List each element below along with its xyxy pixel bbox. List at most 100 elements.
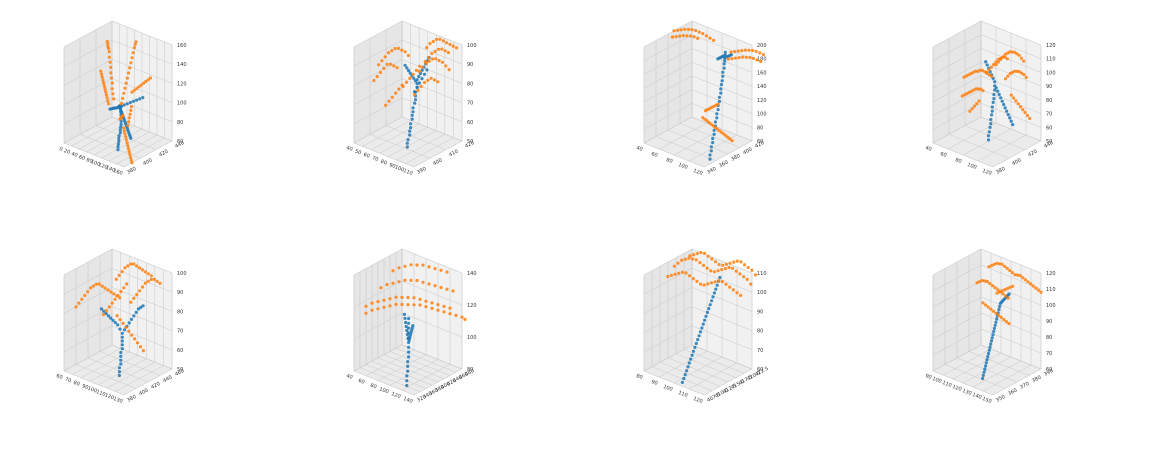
data-point: [409, 263, 413, 267]
data-point: [409, 126, 413, 130]
data-point: [430, 57, 435, 61]
z-tick-label: 110: [1046, 287, 1056, 293]
data-point: [1021, 276, 1025, 280]
data-point: [1036, 288, 1040, 292]
data-point: [739, 260, 743, 264]
data-point: [1017, 70, 1021, 74]
data-point: [761, 52, 765, 57]
data-point: [122, 129, 126, 133]
data-point: [103, 286, 107, 290]
data-point: [448, 42, 452, 47]
data-point: [405, 379, 409, 383]
data-point: [709, 145, 713, 149]
data-point: [418, 64, 422, 68]
data-point: [974, 87, 978, 91]
data-point: [411, 72, 415, 76]
data-point: [721, 70, 725, 74]
data-point: [992, 92, 996, 97]
data-point: [417, 74, 421, 79]
data-point: [120, 331, 124, 335]
x-tick-label: 60: [939, 151, 947, 159]
data-point: [422, 72, 427, 76]
data-point: [680, 380, 684, 384]
z-tick-label: 120: [757, 98, 767, 104]
data-point: [999, 96, 1003, 100]
data-point: [364, 304, 368, 308]
data-point: [109, 65, 113, 69]
data-point: [991, 333, 995, 337]
y-tick-label: 420: [754, 140, 765, 150]
data-point: [135, 98, 139, 102]
data-point: [995, 261, 999, 265]
data-point: [100, 284, 104, 288]
data-point: [144, 79, 148, 84]
data-point: [1034, 286, 1038, 290]
data-point: [139, 83, 143, 87]
z-tick-label: 50: [467, 139, 473, 145]
data-point: [132, 314, 136, 318]
scatter3d-panel-7: 80 90 100 110 120 407.5 410.0 412.5 415.0 417.5 42…: [580, 228, 870, 455]
data-point: [984, 303, 988, 307]
data-point: [716, 102, 720, 106]
data-point: [713, 280, 717, 284]
data-point: [1023, 110, 1027, 115]
x-tick-label: 120: [97, 162, 108, 171]
data-point: [138, 266, 142, 270]
data-point: [990, 336, 994, 340]
data-point: [155, 279, 159, 283]
data-point: [421, 65, 425, 69]
y-tick-label: 390: [416, 166, 427, 176]
data-point: [723, 267, 727, 271]
data-point: [980, 278, 984, 283]
data-point: [1005, 266, 1009, 270]
data-point: [107, 55, 111, 59]
z-tick-label: 120: [1046, 43, 1056, 49]
data-point: [1015, 69, 1019, 73]
data-point: [691, 349, 696, 353]
data-point: [1004, 294, 1008, 298]
data-point: [701, 322, 705, 326]
data-point: [716, 269, 720, 273]
data-point: [410, 328, 414, 333]
data-point: [129, 155, 133, 160]
x-tick-label: 110: [941, 380, 952, 389]
data-point: [1007, 322, 1011, 326]
z-tick-label: 110: [1046, 57, 1056, 63]
data-point: [697, 30, 701, 34]
y-tick-label: 320: [416, 394, 427, 404]
z-tick-label: 120: [1046, 271, 1056, 277]
data-point: [683, 27, 687, 31]
data-point: [125, 141, 129, 145]
data-point: [997, 92, 1001, 97]
y-tick-label: 340: [706, 166, 717, 176]
data-point: [422, 80, 427, 85]
x-tick-label: 60: [78, 154, 86, 162]
x-tick-label: 90: [81, 383, 89, 391]
x-tick-label: 120: [981, 168, 992, 177]
data-point: [730, 57, 734, 61]
data-point: [724, 282, 728, 286]
data-point: [990, 109, 994, 113]
data-point: [440, 47, 444, 51]
data-point: [1005, 57, 1009, 61]
data-point: [1006, 113, 1010, 117]
data-point: [407, 316, 411, 321]
x-tick-label: 80: [85, 157, 93, 165]
data-point: [719, 87, 723, 91]
data-point: [690, 28, 694, 32]
data-point: [119, 104, 124, 108]
x-tick-label: 80: [635, 373, 643, 381]
data-point: [708, 157, 712, 161]
data-point: [406, 53, 410, 58]
y-tick-label: 410: [448, 149, 459, 159]
data-point: [405, 145, 409, 149]
data-point: [138, 345, 143, 349]
x-tick-label: 100: [394, 165, 405, 174]
data-point: [460, 315, 464, 319]
data-point: [86, 290, 90, 294]
data-point: [1010, 50, 1014, 54]
data-point: [130, 90, 134, 94]
data-point: [713, 260, 718, 264]
